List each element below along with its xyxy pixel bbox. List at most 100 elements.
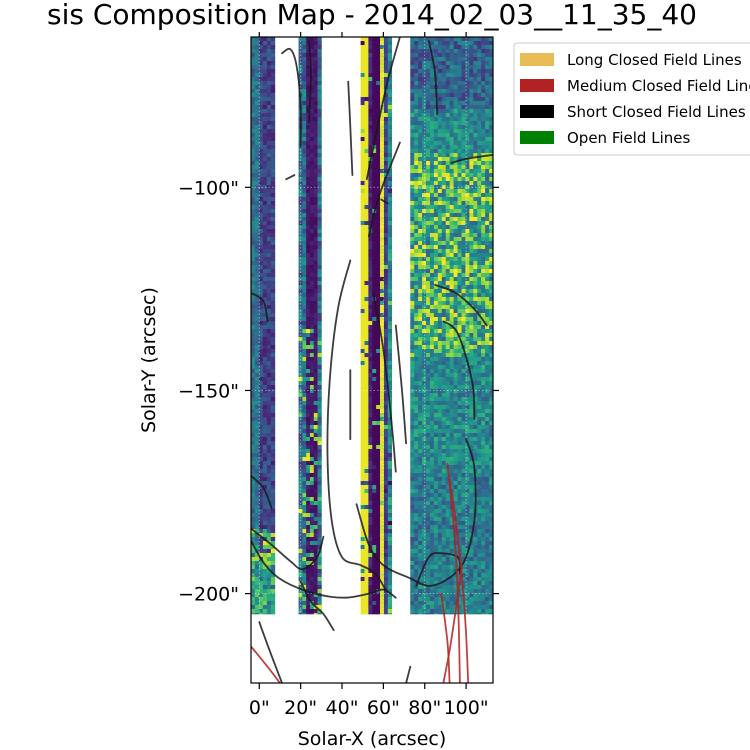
heatmap-cell [465,313,470,318]
heatmap-cell [270,177,276,182]
heatmap-cell [461,417,466,422]
heatmap-cell [306,429,311,434]
heatmap-cell [485,229,490,234]
heatmap-cell [309,137,315,142]
heatmap-cell [453,345,458,350]
heatmap-cell [372,605,377,610]
heatmap-cell [306,321,311,326]
heatmap-cell [262,449,268,454]
heatmap-cell [410,433,415,438]
heatmap-cell [298,401,303,406]
heatmap-cell [387,305,393,310]
heatmap-cell [372,549,377,554]
heatmap-cell [254,305,260,310]
heatmap-cell [262,149,268,154]
heatmap-cell [313,509,318,514]
heatmap-cell [254,409,260,414]
heatmap-cell [485,221,490,226]
heatmap-cell [317,45,322,50]
heatmap-cell [457,133,462,138]
heatmap-cell [410,165,415,170]
heatmap-cell [387,185,393,190]
heatmap-cell [426,181,431,186]
heatmap-cell [266,533,272,538]
heatmap-cell [302,401,307,406]
heatmap-cell [266,421,272,426]
heatmap-cell [481,429,486,434]
heatmap-cell [368,153,373,158]
heatmap-cell [270,73,276,78]
heatmap-cell [445,109,451,114]
heatmap-cell [383,281,389,286]
heatmap-cell [266,437,272,442]
heatmap-cell [383,417,389,422]
heatmap-cell [262,361,268,366]
heatmap-cell [449,305,454,310]
heatmap-cell [489,165,493,170]
heatmap-cell [313,601,318,606]
heatmap-cell [414,97,419,102]
heatmap-cell [266,117,272,122]
heatmap-cell [473,313,478,318]
heatmap-cell [368,89,373,94]
heatmap-cell [429,405,435,410]
heatmap-cell [302,105,307,110]
heatmap-cell [481,133,486,138]
heatmap-cell [418,169,423,174]
heatmap-cell [473,129,478,134]
heatmap-cell [251,209,256,214]
heatmap-cell [360,489,365,494]
heatmap-cell [306,445,311,450]
heatmap-cell [465,153,470,158]
heatmap-cell [313,213,318,218]
heatmap-cell [376,101,381,106]
heatmap-cell [465,409,470,414]
heatmap-cell [422,57,427,62]
heatmap-cell [481,301,486,306]
heatmap-cell [270,153,276,158]
heatmap-cell [457,405,462,410]
heatmap-cell [302,117,307,122]
heatmap-cell [302,581,307,586]
heatmap-cell [251,97,256,102]
heatmap-cell [376,529,381,534]
heatmap-cell [473,361,478,366]
heatmap-cell [445,129,451,134]
heatmap-cell [380,309,385,314]
heatmap-cell [481,77,486,82]
heatmap-cell [254,297,260,302]
heatmap-cell [441,425,447,430]
heatmap-cell [258,533,264,538]
heatmap-cell [414,257,419,262]
heatmap-cell [383,401,389,406]
heatmap-cell [251,353,256,358]
heatmap-cell [380,137,385,142]
heatmap-cell [477,429,482,434]
heatmap-cell [469,197,474,202]
heatmap-cell [258,601,264,606]
heatmap-cell [473,157,478,162]
heatmap-cell [418,121,423,126]
heatmap-cell [368,357,373,362]
heatmap-cell [258,49,264,54]
heatmap-cell [449,189,454,194]
heatmap-cell [313,473,318,478]
heatmap-cell [302,613,307,615]
heatmap-cell [441,249,447,254]
heatmap-cell [433,393,439,398]
heatmap-cell [433,233,439,238]
heatmap-cell [387,593,393,598]
heatmap-cell [473,285,478,290]
heatmap-cell [461,257,466,262]
heatmap-cell [313,421,318,426]
heatmap-cell [422,189,427,194]
heatmap-cell [418,289,423,294]
heatmap-cell [445,409,451,414]
heatmap-cell [302,73,307,78]
heatmap-cell [433,113,439,118]
heatmap-cell [453,225,458,230]
heatmap-cell [422,285,427,290]
heatmap-cell [258,537,264,542]
heatmap-cell [433,193,439,198]
heatmap-cell [270,133,276,138]
